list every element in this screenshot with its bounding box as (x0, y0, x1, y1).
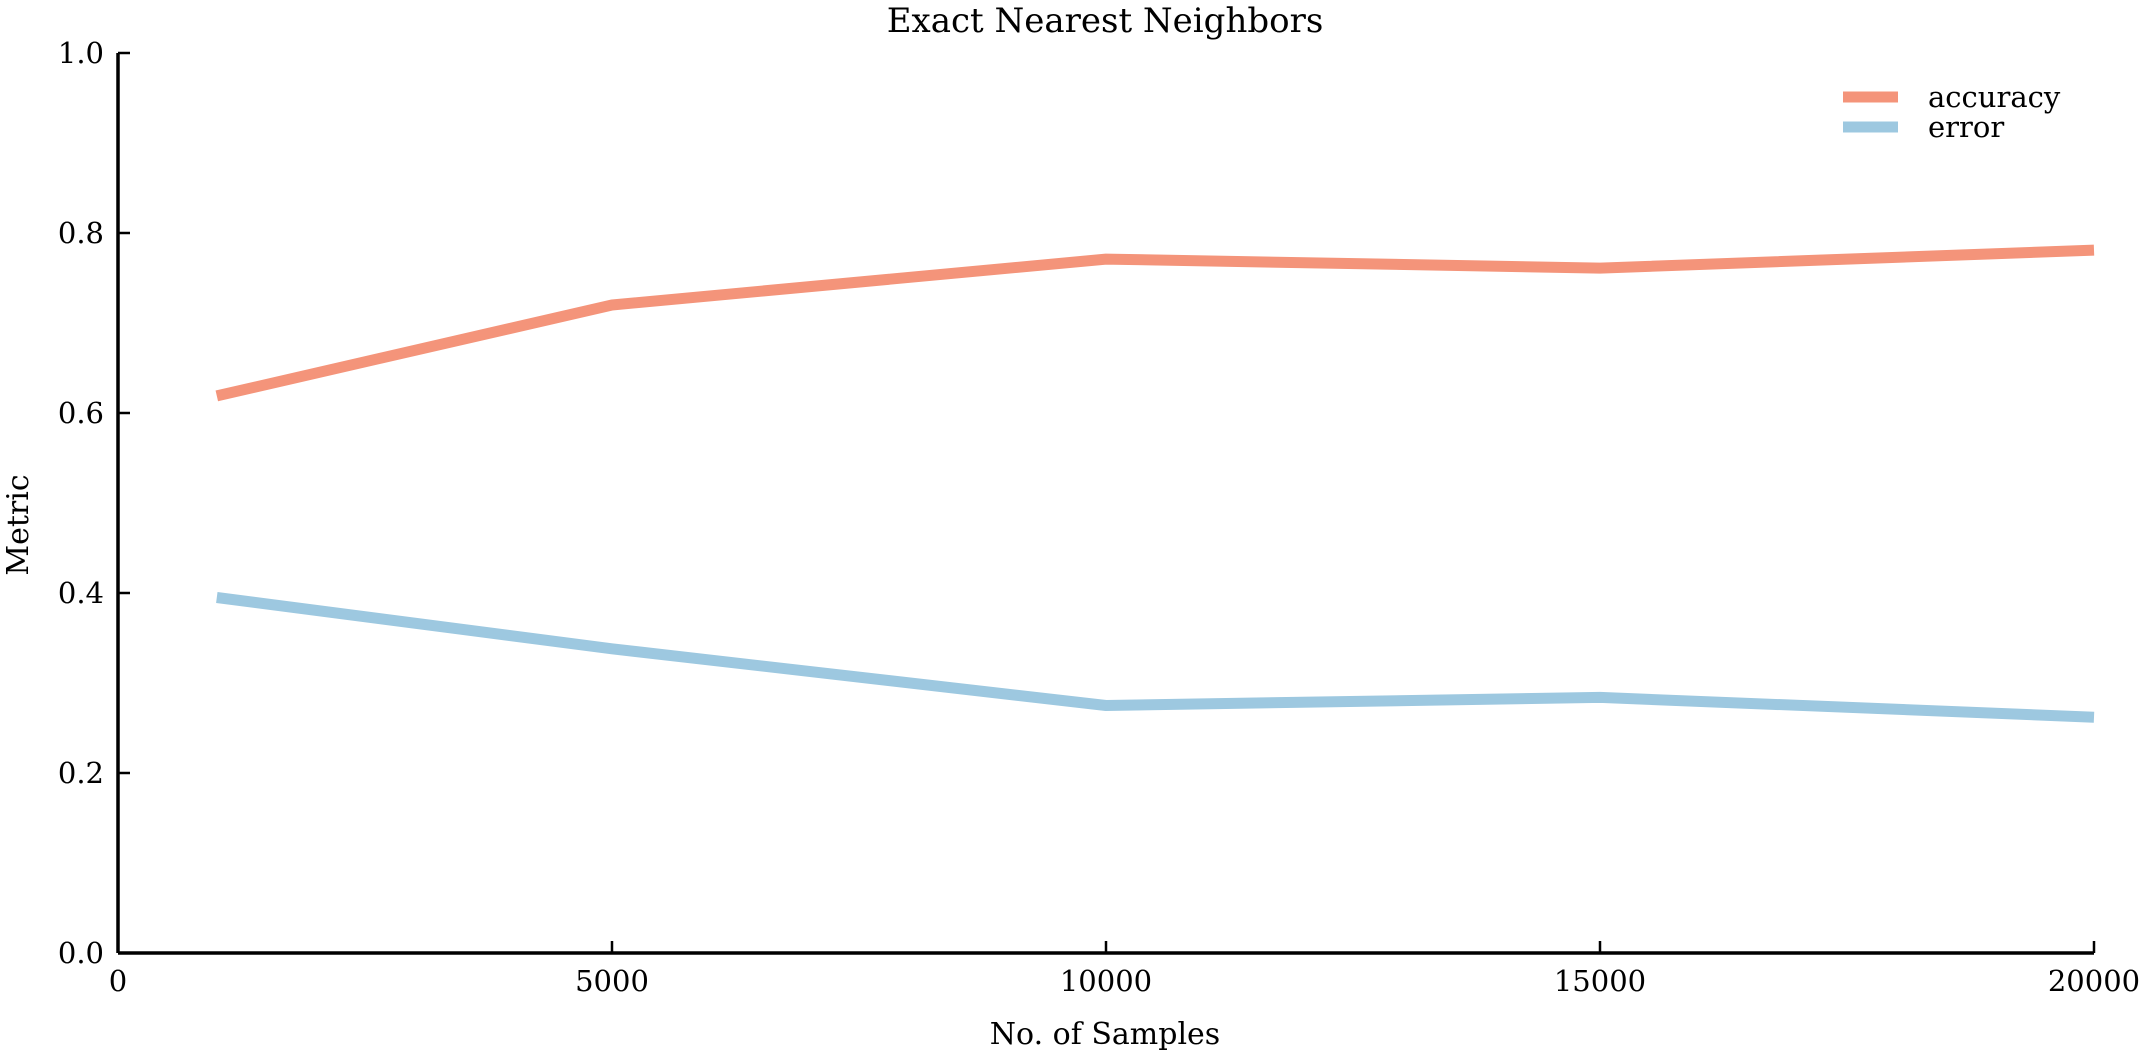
series-line-error (216, 592, 2095, 723)
y-tick-label: 0.4 (58, 576, 104, 610)
x-tick-label: 5000 (575, 964, 649, 998)
x-tick-label: 15000 (1554, 964, 1646, 998)
series-group (215, 244, 2095, 723)
chart-title: Exact Nearest Neighbors (887, 1, 1324, 41)
y-tick-label: 0.6 (58, 396, 104, 430)
y-axis-label: Metric (1, 474, 36, 575)
y-tick-label: 0.0 (58, 936, 104, 970)
legend-label-error: error (1928, 110, 2004, 144)
x-tick-label: 20000 (2048, 964, 2140, 998)
y-ticks: 0.0 0.2 0.4 0.6 0.8 1.0 (58, 36, 130, 970)
x-tick-label: 0 (109, 964, 127, 998)
x-ticks: 0 5000 10000 15000 20000 (109, 941, 2140, 998)
y-axis-label-group: Metric (1, 474, 36, 575)
legend-label-accuracy: accuracy (1928, 80, 2061, 114)
x-axis-label: No. of Samples (990, 1017, 1220, 1052)
x-tick-label: 10000 (1060, 964, 1152, 998)
y-tick-label: 0.2 (58, 756, 104, 790)
y-tick-label: 0.8 (58, 216, 104, 250)
y-tick-label: 1.0 (58, 36, 104, 70)
series-line-accuracy (215, 244, 2095, 402)
